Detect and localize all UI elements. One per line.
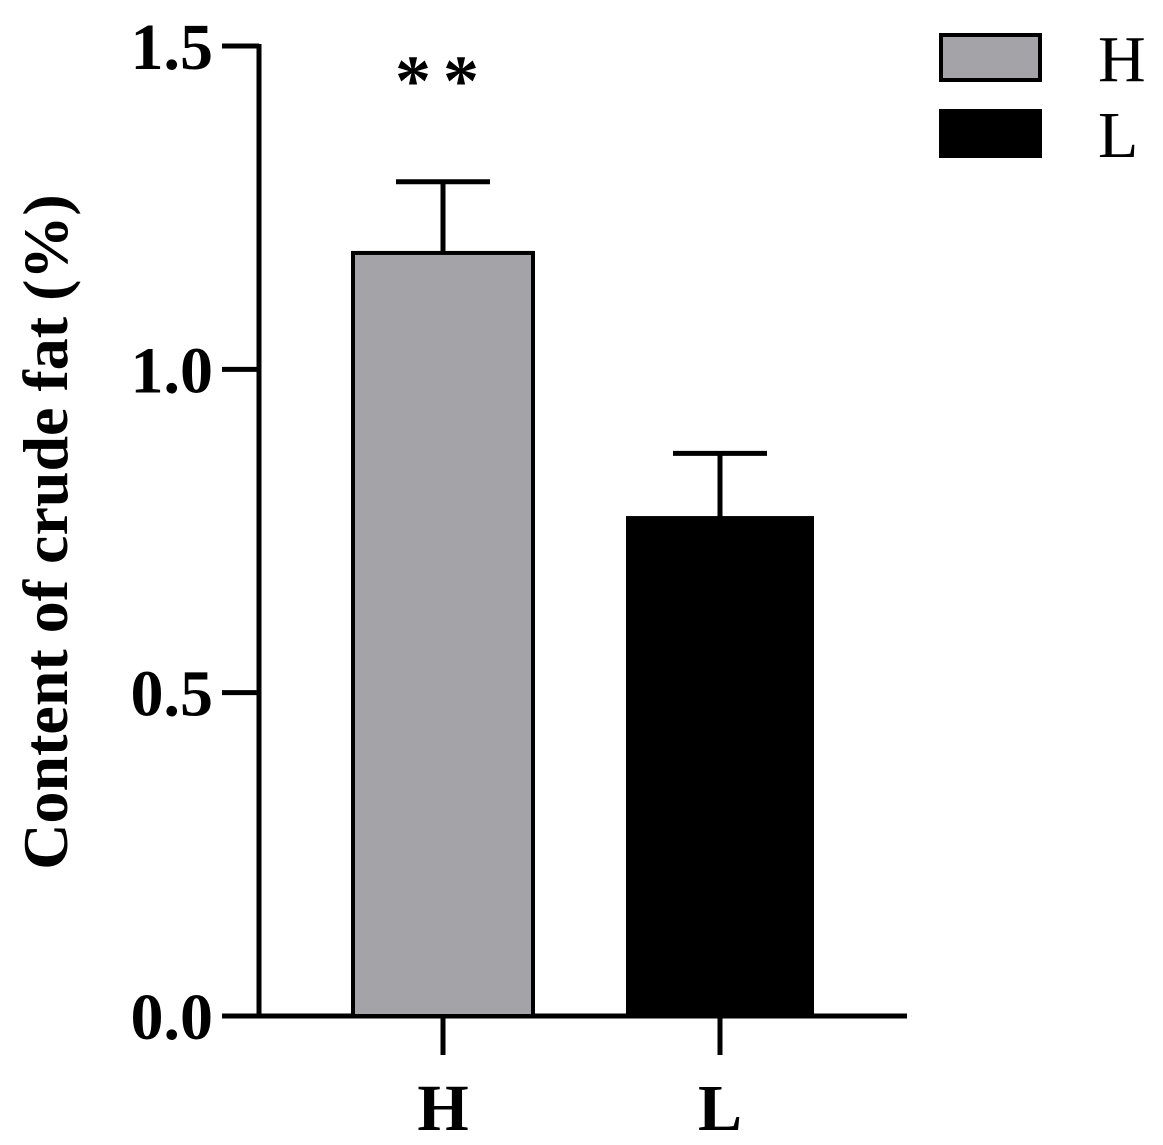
legend-label-H: H xyxy=(1098,23,1146,96)
bar-H xyxy=(351,250,535,1018)
bar-L xyxy=(626,516,814,1018)
legend-swatch-L xyxy=(939,109,1042,158)
error-bars xyxy=(396,179,767,519)
y-tick-label: 1.0 xyxy=(131,334,214,407)
x-tick-label: L xyxy=(698,1072,742,1145)
y-axis: 0.0 0.5 1.0 1.5 xyxy=(131,11,262,1054)
x-tick-label: H xyxy=(417,1072,468,1145)
bars xyxy=(351,250,814,1018)
legend-swatch-H xyxy=(939,33,1042,82)
y-tick-label: 0.5 xyxy=(131,658,214,731)
significance-label: ** xyxy=(395,41,491,121)
legend-label-L: L xyxy=(1098,99,1138,172)
y-tick-label: 1.5 xyxy=(131,11,214,84)
y-tick-label: 0.0 xyxy=(131,981,214,1054)
legend: HL xyxy=(939,23,1146,172)
y-axis-title: Content of crude fat (%) xyxy=(10,194,81,869)
significance-markers: ** xyxy=(395,41,491,121)
